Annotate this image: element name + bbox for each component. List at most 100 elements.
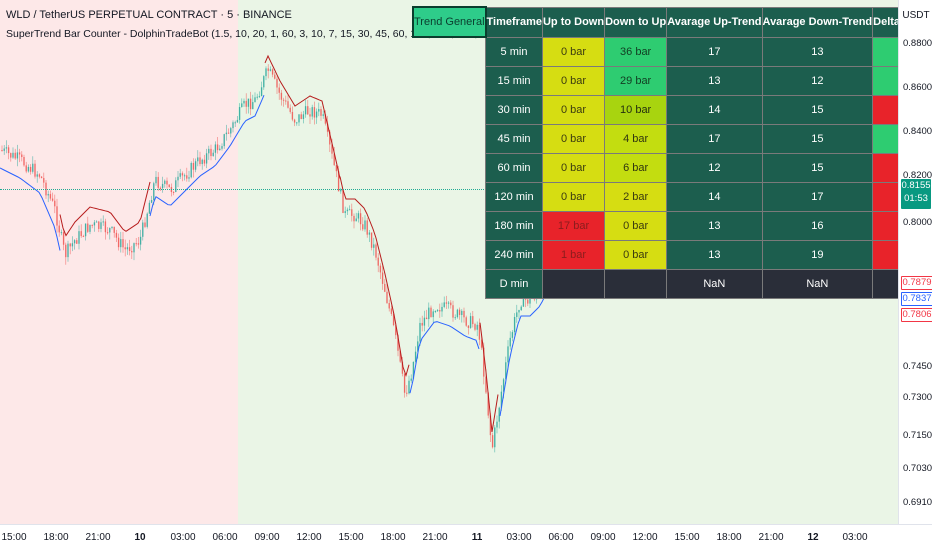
time-tick: 12:00 bbox=[296, 532, 322, 543]
price-tick: 0.8400 bbox=[903, 126, 932, 137]
time-tick: 06:00 bbox=[212, 532, 238, 543]
up-to-down-cell: 17 bar bbox=[541, 210, 606, 241]
down-to-up-cell: 0 bar bbox=[604, 210, 668, 241]
empty-cell bbox=[413, 37, 486, 66]
time-tick: 21:00 bbox=[422, 532, 448, 543]
price-tick: 0.6910 bbox=[903, 497, 932, 508]
time-tick: 09:00 bbox=[590, 532, 616, 543]
chart-area[interactable]: WLD / TetherUS PERPETUAL CONTRACT · 5 · … bbox=[0, 0, 898, 524]
supertrend-up-price-tag: 0.7837 bbox=[901, 292, 932, 306]
empty-cell bbox=[413, 269, 486, 298]
up-to-down-cell: 0 bar bbox=[541, 152, 606, 183]
empty-cell bbox=[413, 153, 486, 182]
delta-trend-cell: 4 bbox=[872, 36, 898, 67]
price-tick: 0.7450 bbox=[903, 361, 932, 372]
supertrend-line bbox=[409, 321, 480, 394]
table-row: D min NaN NaN bbox=[413, 268, 898, 299]
supertrend-line bbox=[0, 167, 61, 251]
time-tick: 03:00 bbox=[842, 532, 868, 543]
avg-down-trend-cell: 17 bbox=[761, 181, 874, 212]
current-price: 0.8155 bbox=[901, 180, 931, 191]
empty-cell bbox=[413, 211, 486, 240]
avg-down-trend-cell: 15 bbox=[761, 123, 874, 154]
price-tick: 0.8600 bbox=[903, 82, 932, 93]
timeframe-cell: D min bbox=[485, 268, 543, 299]
supertrend-down-price-tag-2: 0.7806 bbox=[901, 308, 932, 322]
time-tick: 15:00 bbox=[674, 532, 700, 543]
trend-table: Trend General Timeframe Up to Down Down … bbox=[412, 6, 898, 299]
down-to-up-cell: 36 bar bbox=[604, 36, 668, 67]
down-to-up-cell: 4 bar bbox=[604, 123, 668, 154]
header-up-to-down: Up to Down bbox=[541, 6, 606, 38]
time-tick: 12:00 bbox=[632, 532, 658, 543]
up-to-down-cell bbox=[541, 268, 606, 299]
time-tick: 10 bbox=[134, 532, 146, 543]
currency-label: USDT bbox=[902, 10, 930, 21]
avg-up-trend-cell: NaN bbox=[666, 268, 763, 299]
down-to-up-cell: 10 bar bbox=[604, 94, 668, 125]
avg-down-trend-cell: 19 bbox=[761, 239, 874, 270]
avg-down-trend-cell: 16 bbox=[761, 210, 874, 241]
price-tick: 0.8800 bbox=[903, 38, 932, 49]
avg-down-trend-cell: 15 bbox=[761, 152, 874, 183]
timeframe-cell: 240 min bbox=[485, 239, 543, 270]
current-price-line bbox=[0, 189, 898, 190]
time-tick: 15:00 bbox=[338, 532, 364, 543]
avg-up-trend-cell: 13 bbox=[666, 65, 763, 96]
timeframe-cell: 30 min bbox=[485, 94, 543, 125]
price-axis[interactable]: USDT 0.8800 0.8600 0.8400 0.8200 0.8000 … bbox=[898, 0, 932, 524]
header-down-to-up: Down to Up bbox=[604, 6, 668, 38]
time-tick: 03:00 bbox=[506, 532, 532, 543]
timeframe-cell: 180 min bbox=[485, 210, 543, 241]
time-tick: 21:00 bbox=[758, 532, 784, 543]
delta-trend-cell: 3 bbox=[872, 152, 898, 183]
delta-trend-cell: 1 bbox=[872, 94, 898, 125]
up-to-down-cell: 0 bar bbox=[541, 123, 606, 154]
down-to-up-cell bbox=[604, 268, 668, 299]
symbol-title[interactable]: WLD / TetherUS PERPETUAL CONTRACT · 5 · … bbox=[6, 9, 292, 21]
header-avg-down-trend: Avarage Down-Trend bbox=[761, 6, 874, 38]
supertrend-down-price-tag: 0.7879 bbox=[901, 276, 932, 290]
avg-up-trend-cell: 17 bbox=[666, 123, 763, 154]
down-to-up-cell: 0 bar bbox=[604, 239, 668, 270]
supertrend-line bbox=[339, 176, 410, 378]
avg-down-trend-cell: 15 bbox=[761, 94, 874, 125]
header-trend-general: Trend General bbox=[412, 6, 487, 38]
time-tick: 21:00 bbox=[85, 532, 111, 543]
down-to-up-cell: 29 bar bbox=[604, 65, 668, 96]
avg-down-trend-cell: 12 bbox=[761, 65, 874, 96]
time-tick: 18:00 bbox=[716, 532, 742, 543]
empty-cell bbox=[413, 124, 486, 153]
avg-down-trend-cell: NaN bbox=[761, 268, 874, 299]
bearish-background-zone bbox=[0, 0, 238, 524]
time-tick: 11 bbox=[471, 532, 483, 543]
price-tick: 0.8200 bbox=[903, 170, 932, 181]
up-to-down-cell: 0 bar bbox=[541, 36, 606, 67]
delta-trend-cell: 6 bbox=[872, 239, 898, 270]
header-timeframe: Timeframe bbox=[485, 6, 543, 38]
up-to-down-cell: 1 bar bbox=[541, 239, 606, 270]
avg-up-trend-cell: 14 bbox=[666, 94, 763, 125]
time-tick: 06:00 bbox=[548, 532, 574, 543]
indicator-label[interactable]: SuperTrend Bar Counter - DolphinTradeBot… bbox=[6, 28, 492, 40]
time-axis[interactable]: 15:00 18:00 21:00 10 03:00 06:00 09:00 1… bbox=[0, 524, 932, 551]
supertrend-line bbox=[59, 181, 151, 237]
time-tick: 15:00 bbox=[1, 532, 27, 543]
avg-up-trend-cell: 14 bbox=[666, 181, 763, 212]
bar-countdown: 01:53 bbox=[904, 193, 928, 204]
price-tick: 0.7150 bbox=[903, 430, 932, 441]
time-tick: 03:00 bbox=[170, 532, 196, 543]
current-price-tag: 0.8155 01:53 bbox=[901, 179, 931, 209]
delta-trend-cell: 1 bbox=[872, 65, 898, 96]
empty-cell bbox=[413, 66, 486, 95]
header-delta-trend: Delta Trend bbox=[872, 6, 898, 38]
timeframe-cell: 45 min bbox=[485, 123, 543, 154]
supertrend-line bbox=[264, 54, 341, 179]
